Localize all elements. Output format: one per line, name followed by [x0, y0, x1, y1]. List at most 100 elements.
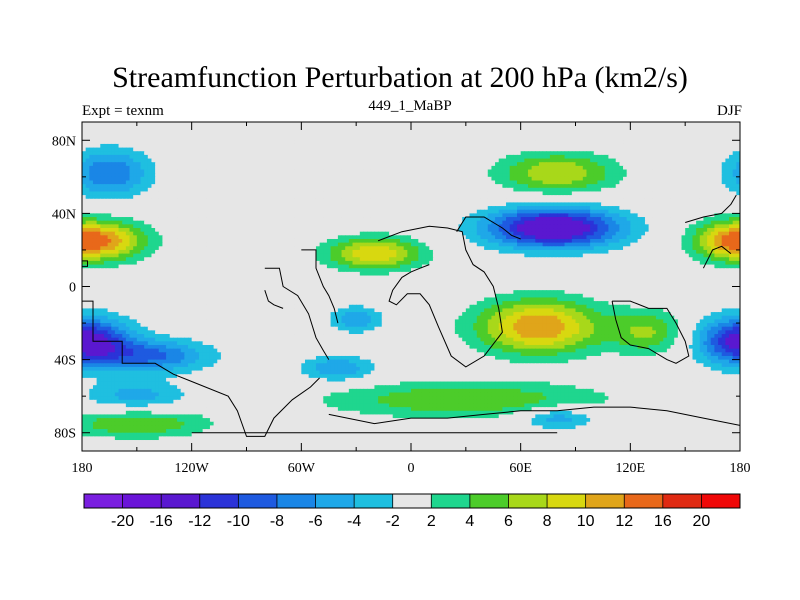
field-cell [283, 210, 287, 214]
field-cell [404, 177, 408, 181]
field-cell [700, 202, 704, 206]
field-cell [374, 126, 378, 130]
field-cell [619, 195, 623, 199]
field-cell [444, 126, 448, 130]
field-cell [126, 195, 130, 199]
field-cell [473, 199, 477, 203]
field-cell [166, 184, 170, 188]
field-cell [484, 148, 488, 152]
field-cell [389, 133, 393, 137]
field-cell [517, 166, 521, 170]
field-cell [236, 213, 240, 217]
field-cell [279, 166, 283, 170]
field-cell [130, 184, 134, 188]
field-cell [393, 140, 397, 144]
field-cell [499, 202, 503, 206]
field-cell [451, 129, 455, 133]
field-cell [268, 213, 272, 217]
field-cell [228, 170, 232, 174]
field-cell [323, 188, 327, 192]
field-cell [528, 210, 532, 214]
field-cell [257, 221, 261, 225]
field-cell [247, 195, 251, 199]
field-cell [663, 140, 667, 144]
field-cell [404, 129, 408, 133]
field-cell [619, 173, 623, 177]
field-cell [173, 162, 177, 166]
field-cell [206, 202, 210, 206]
field-cell [320, 159, 324, 163]
field-cell [389, 151, 393, 155]
field-cell [521, 195, 525, 199]
field-cell [579, 191, 583, 195]
field-cell [97, 126, 101, 130]
field-cell [100, 188, 104, 192]
field-cell [206, 159, 210, 163]
field-cell [400, 159, 404, 163]
field-cell [462, 173, 466, 177]
field-cell [608, 155, 612, 159]
field-cell [181, 199, 185, 203]
field-cell [104, 140, 108, 144]
field-cell [371, 177, 375, 181]
field-cell [108, 148, 112, 152]
field-cell [257, 144, 261, 148]
field-cell [616, 155, 620, 159]
field-cell [257, 210, 261, 214]
field-cell [638, 206, 642, 210]
field-cell [155, 137, 159, 141]
field-cell [678, 126, 682, 130]
field-cell [181, 177, 185, 181]
field-cell [557, 191, 561, 195]
field-cell [305, 177, 309, 181]
field-cell [649, 195, 653, 199]
field-cell [199, 144, 203, 148]
field-cell [696, 122, 700, 126]
field-cell [323, 162, 327, 166]
field-cell [491, 122, 495, 126]
field-cell [331, 188, 335, 192]
field-cell [513, 126, 517, 130]
field-cell [627, 137, 631, 141]
field-cell [363, 166, 367, 170]
field-cell [506, 217, 510, 221]
field-cell [221, 126, 225, 130]
field-cell [115, 166, 119, 170]
field-cell [382, 162, 386, 166]
field-cell [279, 210, 283, 214]
field-cell [243, 210, 247, 214]
field-cell [378, 133, 382, 137]
field-cell [247, 210, 251, 214]
field-cell [155, 140, 159, 144]
field-cell [576, 210, 580, 214]
field-cell [363, 159, 367, 163]
field-cell [521, 170, 525, 174]
field-cell [590, 213, 594, 217]
field-cell [404, 210, 408, 214]
field-cell [389, 148, 393, 152]
field-cell [605, 166, 609, 170]
field-cell [462, 206, 466, 210]
field-cell [462, 170, 466, 174]
field-cell [692, 144, 696, 148]
field-cell [148, 133, 152, 137]
field-cell [290, 210, 294, 214]
field-cell [539, 191, 543, 195]
field-cell [521, 177, 525, 181]
field-cell [188, 151, 192, 155]
field-cell [469, 195, 473, 199]
field-cell [499, 217, 503, 221]
field-cell [97, 213, 101, 217]
field-cell [703, 144, 707, 148]
field-cell [608, 199, 612, 203]
field-cell [327, 148, 331, 152]
field-cell [711, 206, 715, 210]
field-cell [342, 162, 346, 166]
field-cell [287, 191, 291, 195]
field-cell [638, 173, 642, 177]
field-cell [678, 188, 682, 192]
field-cell [455, 129, 459, 133]
field-cell [491, 202, 495, 206]
field-cell [583, 159, 587, 163]
field-cell [594, 151, 598, 155]
